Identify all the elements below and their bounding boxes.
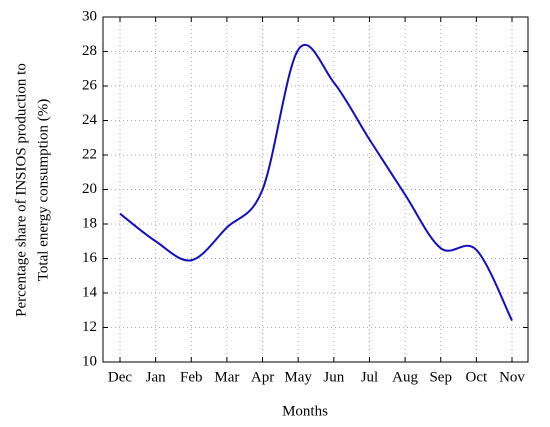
y-tick-label: 16	[82, 250, 98, 266]
x-tick-label: Jul	[361, 369, 379, 385]
y-tick-label: 18	[82, 215, 97, 231]
x-tick-label: Jan	[146, 369, 166, 385]
x-tick-label: Oct	[466, 369, 488, 385]
x-tick-label: Apr	[251, 369, 274, 385]
y-tick-label: 28	[82, 43, 97, 59]
y-axis-label-line: Percentage share of INSIOS production to	[13, 63, 29, 317]
x-tick-label: Sep	[429, 369, 452, 385]
x-tick-label: May	[284, 369, 312, 385]
x-tick-label: Jun	[323, 369, 344, 385]
y-tick-label: 24	[82, 112, 98, 128]
x-tick-label: Nov	[499, 369, 525, 385]
x-tick-label: Mar	[214, 369, 239, 385]
y-tick-label: 26	[82, 77, 98, 93]
y-tick-label: 22	[82, 146, 97, 162]
y-tick-label: 12	[82, 319, 97, 335]
line-series	[119, 43, 513, 322]
y-tick-label: 30	[82, 8, 97, 24]
x-tick-label: Dec	[108, 369, 132, 385]
x-tick-label: Aug	[392, 369, 418, 385]
y-tick-label: 20	[82, 181, 97, 197]
y-axis-label-line: Total energy consumption (%)	[35, 99, 51, 281]
y-tick-label: 10	[82, 353, 97, 369]
y-axis-label: Percentage share of INSIOS production to…	[13, 63, 51, 317]
y-tick-label: 14	[82, 284, 98, 300]
x-tick-label: Feb	[180, 369, 203, 385]
x-axis-label: Months	[282, 403, 328, 419]
